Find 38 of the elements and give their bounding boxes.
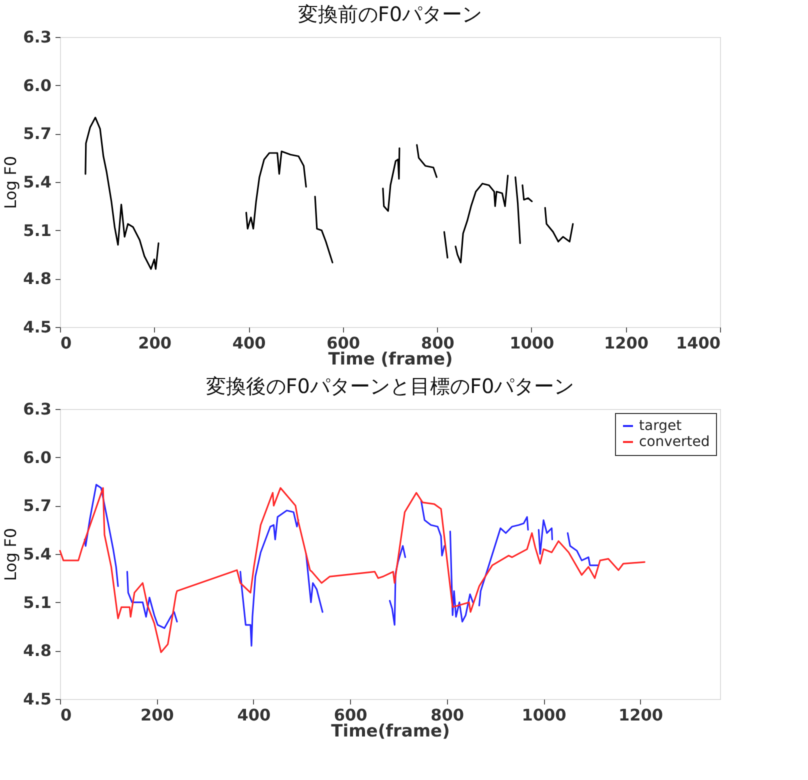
y-tick-label: 5.4: [23, 172, 52, 192]
y-tick-label: 6.0: [23, 76, 52, 95]
x-tick-label: 600: [334, 706, 368, 724]
x-tick-label: 0: [60, 706, 72, 724]
x-tick-label: 200: [138, 334, 172, 352]
x-tick-label: 800: [430, 706, 464, 724]
x-tick-label: 0: [60, 334, 72, 352]
y-tick-label: 4.8: [23, 641, 52, 660]
chart-title: 変換前のF0パターン: [298, 2, 482, 26]
x-tick-label: 400: [232, 334, 266, 352]
x-tick-label: 1000: [522, 706, 566, 724]
y-tick-label: 5.1: [23, 592, 52, 612]
y-tick-label: 5.4: [23, 544, 52, 564]
x-tick-label: 1200: [604, 334, 648, 352]
line-series: [59, 487, 646, 654]
chart-title: 変換後のF0パターンと目標のF0パターン: [206, 374, 574, 398]
y-tick-label: 4.8: [23, 269, 52, 288]
x-tick-label: 600: [326, 334, 360, 352]
y-tick-label: 6.0: [23, 448, 52, 467]
x-tick-label: 200: [140, 706, 174, 724]
x-tick-label: 400: [237, 706, 271, 724]
y-tick-label: 5.1: [23, 220, 52, 240]
y-tick-label: 6.3: [23, 28, 52, 46]
x-tick-label: 1400: [676, 334, 720, 352]
x-tick-label: 1000: [510, 334, 554, 352]
y-tick-label: 5.7: [23, 124, 52, 144]
legend-label: converted: [639, 434, 710, 450]
y-tick-label: 4.5: [23, 690, 52, 708]
x-axis-title: Time (frame): [328, 350, 453, 370]
y-tick-label: 6.3: [23, 400, 52, 418]
x-tick-label: 800: [420, 334, 454, 352]
y-axis-title: Log F0: [1, 156, 20, 210]
y-axis-title: Log F0: [1, 528, 20, 582]
legend-label: target: [639, 418, 682, 434]
x-axis-title: Time(frame): [331, 722, 450, 742]
y-tick-label: 4.5: [23, 318, 52, 336]
y-tick-label: 5.7: [23, 496, 52, 516]
x-tick-label: 1200: [618, 706, 663, 724]
